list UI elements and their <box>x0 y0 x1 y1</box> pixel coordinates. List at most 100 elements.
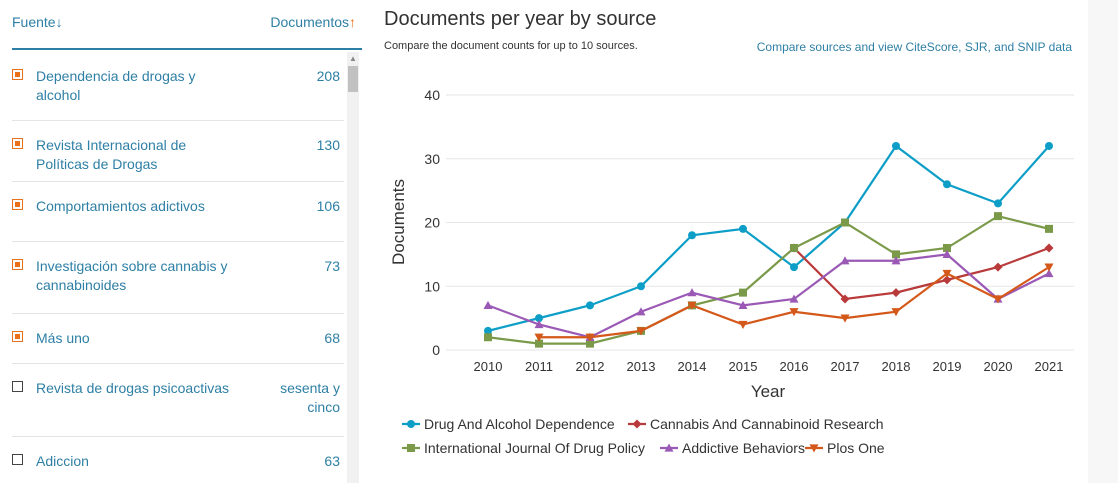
data-point-international-journal-of-drug-policy[interactable] <box>739 288 747 297</box>
source-name[interactable]: Investigación sobre cannabis y cannabino… <box>36 258 228 293</box>
x-tick-label: 2012 <box>576 359 605 374</box>
sort-up-arrow-icon: ↑ <box>349 14 356 30</box>
data-point-plos-one[interactable] <box>636 327 646 336</box>
data-point-international-journal-of-drug-policy[interactable] <box>841 218 849 227</box>
legend-label-cannabis-and-cannabinoid-research[interactable]: Cannabis And Cannabinoid Research <box>650 416 884 432</box>
source-row[interactable]: Más uno 68 <box>12 314 344 364</box>
data-point-plos-one[interactable] <box>1044 263 1054 272</box>
sources-list-header: Fuente↓ Documentos↑ <box>12 0 362 50</box>
data-point-international-journal-of-drug-policy[interactable] <box>484 333 492 342</box>
data-point-drug-and-alcohol-dependence[interactable] <box>484 326 492 335</box>
data-point-plos-one[interactable] <box>789 308 799 317</box>
data-point-drug-and-alcohol-dependence[interactable] <box>739 224 747 233</box>
data-point-cannabis-and-cannabinoid-research[interactable] <box>1044 243 1054 253</box>
data-point-plos-one[interactable] <box>585 333 595 342</box>
data-point-addictive-behaviors[interactable] <box>840 256 850 265</box>
source-row[interactable]: Revista Internacional de Políticas de Dr… <box>12 121 344 182</box>
sources-scrollbar[interactable]: ▲ <box>347 52 359 483</box>
source-document-count: 130 <box>316 137 340 153</box>
data-point-international-journal-of-drug-policy[interactable] <box>586 339 594 348</box>
source-name[interactable]: Revista de drogas psicoactivas <box>36 380 229 396</box>
source-name[interactable]: Revista Internacional de Políticas de Dr… <box>36 137 187 172</box>
y-tick-label: 0 <box>432 342 440 358</box>
x-tick-label: 2010 <box>474 359 503 374</box>
data-point-drug-and-alcohol-dependence[interactable] <box>994 199 1002 208</box>
data-point-drug-and-alcohol-dependence[interactable] <box>943 180 951 189</box>
data-point-drug-and-alcohol-dependence[interactable] <box>1045 142 1053 150</box>
source-checkbox[interactable] <box>12 454 23 465</box>
data-point-cannabis-and-cannabinoid-research[interactable] <box>942 275 952 285</box>
source-name[interactable]: Más uno <box>36 330 90 346</box>
data-point-addictive-behaviors[interactable] <box>483 300 493 309</box>
data-point-addictive-behaviors[interactable] <box>789 294 799 303</box>
source-row[interactable]: Investigación sobre cannabis y cannabino… <box>12 242 344 314</box>
source-checkbox[interactable] <box>12 331 23 342</box>
data-point-drug-and-alcohol-dependence[interactable] <box>586 301 594 310</box>
legend-marker-international-journal-of-drug-policy[interactable] <box>407 444 415 452</box>
x-tick-label: 2020 <box>984 359 1013 374</box>
source-name[interactable]: Comportamientos adictivos <box>36 198 205 214</box>
data-point-addictive-behaviors[interactable] <box>1044 269 1054 278</box>
data-point-addictive-behaviors[interactable] <box>891 256 901 265</box>
sort-by-source-button[interactable]: Fuente↓ <box>12 14 63 30</box>
sort-by-documents-button[interactable]: Documentos↑ <box>270 14 356 30</box>
source-row[interactable]: Dependencia de drogas y alcohol 208 <box>12 52 344 121</box>
scroll-up-arrow-icon[interactable]: ▲ <box>349 54 357 63</box>
data-point-international-journal-of-drug-policy[interactable] <box>790 244 798 252</box>
legend-label-international-journal-of-drug-policy[interactable]: International Journal Of Drug Policy <box>424 440 645 456</box>
legend-marker-cannabis-and-cannabinoid-research[interactable] <box>632 419 642 429</box>
source-name[interactable]: Adiccion <box>36 453 89 469</box>
data-point-plos-one[interactable] <box>942 269 952 278</box>
data-point-international-journal-of-drug-policy[interactable] <box>1045 224 1053 233</box>
data-point-drug-and-alcohol-dependence[interactable] <box>688 231 696 240</box>
data-point-plos-one[interactable] <box>687 301 697 310</box>
data-point-drug-and-alcohol-dependence[interactable] <box>637 282 645 291</box>
data-point-addictive-behaviors[interactable] <box>636 307 646 316</box>
data-point-drug-and-alcohol-dependence[interactable] <box>790 263 798 272</box>
x-tick-label: 2019 <box>933 359 962 374</box>
data-point-drug-and-alcohol-dependence[interactable] <box>535 314 543 323</box>
legend-label-drug-and-alcohol-dependence[interactable]: Drug And Alcohol Dependence <box>424 416 615 432</box>
source-row[interactable]: Adiccion 63 <box>12 437 344 483</box>
data-point-international-journal-of-drug-policy[interactable] <box>892 250 900 259</box>
data-point-international-journal-of-drug-policy[interactable] <box>943 244 951 252</box>
data-point-international-journal-of-drug-policy[interactable] <box>994 212 1002 221</box>
x-tick-label: 2013 <box>627 359 656 374</box>
data-point-addictive-behaviors[interactable] <box>738 300 748 309</box>
source-checkbox[interactable] <box>12 199 23 210</box>
source-row[interactable]: Revista de drogas psicoactivas sesenta y … <box>12 364 344 437</box>
page-margin <box>1088 0 1118 483</box>
data-point-drug-and-alcohol-dependence[interactable] <box>892 142 900 150</box>
data-point-cannabis-and-cannabinoid-research[interactable] <box>891 288 901 298</box>
data-point-plos-one[interactable] <box>840 314 850 323</box>
chart-title: Documents per year by source <box>384 8 657 30</box>
source-document-count: 208 <box>316 68 340 84</box>
legend-marker-addictive-behaviors[interactable] <box>664 443 674 452</box>
data-point-plos-one[interactable] <box>891 308 901 317</box>
source-checkbox[interactable] <box>12 381 23 392</box>
legend-marker-plos-one[interactable] <box>809 444 819 453</box>
data-point-plos-one[interactable] <box>738 320 748 329</box>
documents-header-label: Documentos <box>270 14 349 30</box>
data-point-plos-one[interactable] <box>534 333 544 342</box>
data-point-addictive-behaviors[interactable] <box>687 288 697 297</box>
legend-label-plos-one[interactable]: Plos One <box>827 440 885 456</box>
source-document-count: sesenta y cinco <box>280 380 340 415</box>
data-point-cannabis-and-cannabinoid-research[interactable] <box>840 294 850 304</box>
data-point-cannabis-and-cannabinoid-research[interactable] <box>993 262 1003 272</box>
source-name[interactable]: Dependencia de drogas y alcohol <box>36 68 196 103</box>
legend-label-addictive-behaviors[interactable]: Addictive Behaviors <box>682 440 805 456</box>
chart-subtitle: Compare the document counts for up to 10… <box>384 40 638 52</box>
sources-panel: Fuente↓ Documentos↑ Dependencia de droga… <box>0 0 362 483</box>
data-point-plos-one[interactable] <box>993 295 1003 304</box>
data-point-international-journal-of-drug-policy[interactable] <box>535 339 543 348</box>
compare-sources-link[interactable]: Compare sources and view CiteScore, SJR,… <box>756 40 1072 54</box>
legend-marker-drug-and-alcohol-dependence[interactable] <box>407 420 415 428</box>
data-point-addictive-behaviors[interactable] <box>534 320 544 329</box>
source-checkbox[interactable] <box>12 69 23 80</box>
source-checkbox[interactable] <box>12 259 23 270</box>
source-row[interactable]: Comportamientos adictivos 106 <box>12 182 344 242</box>
data-point-addictive-behaviors[interactable] <box>942 249 952 258</box>
scroll-thumb[interactable] <box>348 66 358 92</box>
source-checkbox[interactable] <box>12 138 23 149</box>
